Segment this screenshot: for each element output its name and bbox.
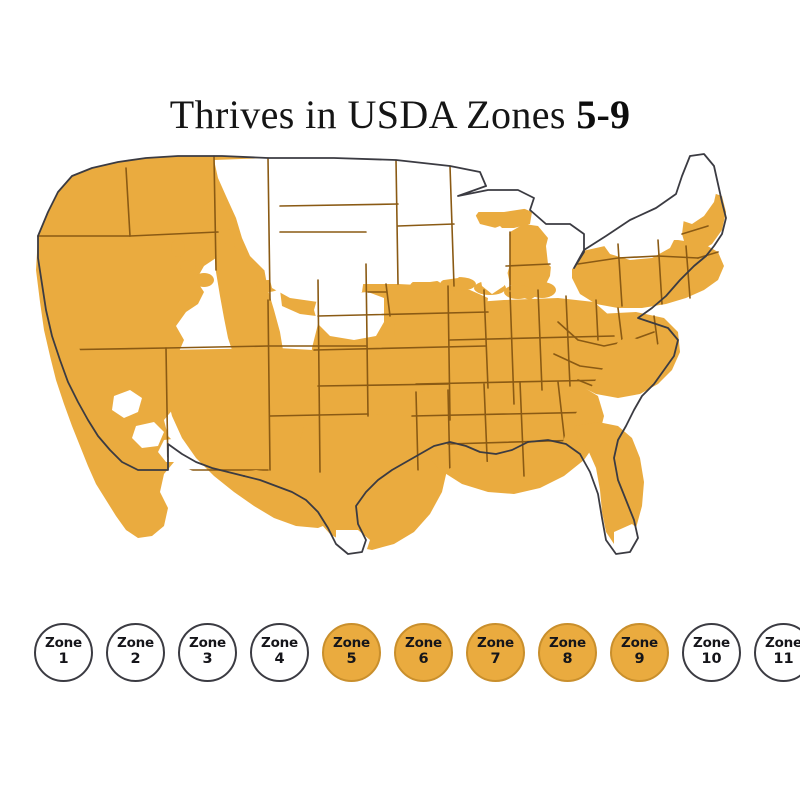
- legend-zone-number: 5: [346, 650, 357, 667]
- legend-zone-10[interactable]: Zone 10: [682, 622, 741, 682]
- legend-zone-number: 8: [562, 650, 573, 667]
- legend-zone-word: Zone: [44, 635, 83, 652]
- legend-zone-word: Zone: [332, 635, 371, 652]
- legend-zone-3[interactable]: Zone 3: [178, 622, 237, 682]
- unshaded-regions: [112, 154, 718, 554]
- legend-zone-word: Zone: [116, 635, 155, 652]
- legend-zone-4[interactable]: Zone 4: [250, 622, 309, 682]
- state-borders: [37, 155, 719, 481]
- legend-zone-word: Zone: [548, 635, 587, 652]
- legend-zone-7[interactable]: Zone 7: [466, 622, 525, 682]
- usa-map-svg: [18, 140, 782, 600]
- legend-zone-word: Zone: [476, 635, 515, 652]
- title-prefix: Thrives in USDA Zones: [169, 92, 577, 137]
- legend-zone-word: Zone: [404, 635, 443, 652]
- legend-zone-word: Zone: [764, 635, 800, 652]
- legend-zone-number: 6: [418, 650, 429, 667]
- zone-legend: Zone 1 Zone 2 Zone 3 Zone 4 Zone 5 Zone 6 Zone 7 Zone 8…: [34, 617, 800, 687]
- legend-zone-number: 10: [701, 650, 722, 667]
- country-outline: [37, 153, 727, 555]
- legend-zone-number: 7: [490, 650, 501, 667]
- legend-zone-word: Zone: [692, 635, 731, 652]
- legend-zone-11[interactable]: Zone 11: [754, 622, 800, 682]
- page-title: Thrives in USDA Zones 5-9: [0, 95, 800, 135]
- title-zone-range: 5-9: [576, 92, 631, 137]
- legend-zone-word: Zone: [188, 635, 227, 652]
- usda-zone-map: [18, 140, 782, 600]
- legend-zone-number: 1: [58, 650, 69, 667]
- legend-zone-word: Zone: [620, 635, 659, 652]
- legend-zone-2[interactable]: Zone 2: [106, 622, 165, 682]
- legend-zone-number: 2: [130, 650, 141, 667]
- legend-zone-number: 4: [274, 650, 285, 667]
- legend-zone-5[interactable]: Zone 5: [322, 622, 381, 682]
- legend-zone-8[interactable]: Zone 8: [538, 622, 597, 682]
- legend-zone-number: 11: [773, 650, 794, 667]
- legend-zone-number: 9: [634, 650, 645, 667]
- legend-zone-1[interactable]: Zone 1: [34, 622, 93, 682]
- legend-zone-6[interactable]: Zone 6: [394, 622, 453, 682]
- legend-zone-9[interactable]: Zone 9: [610, 622, 669, 682]
- legend-zone-number: 3: [202, 650, 213, 667]
- legend-zone-word: Zone: [260, 635, 299, 652]
